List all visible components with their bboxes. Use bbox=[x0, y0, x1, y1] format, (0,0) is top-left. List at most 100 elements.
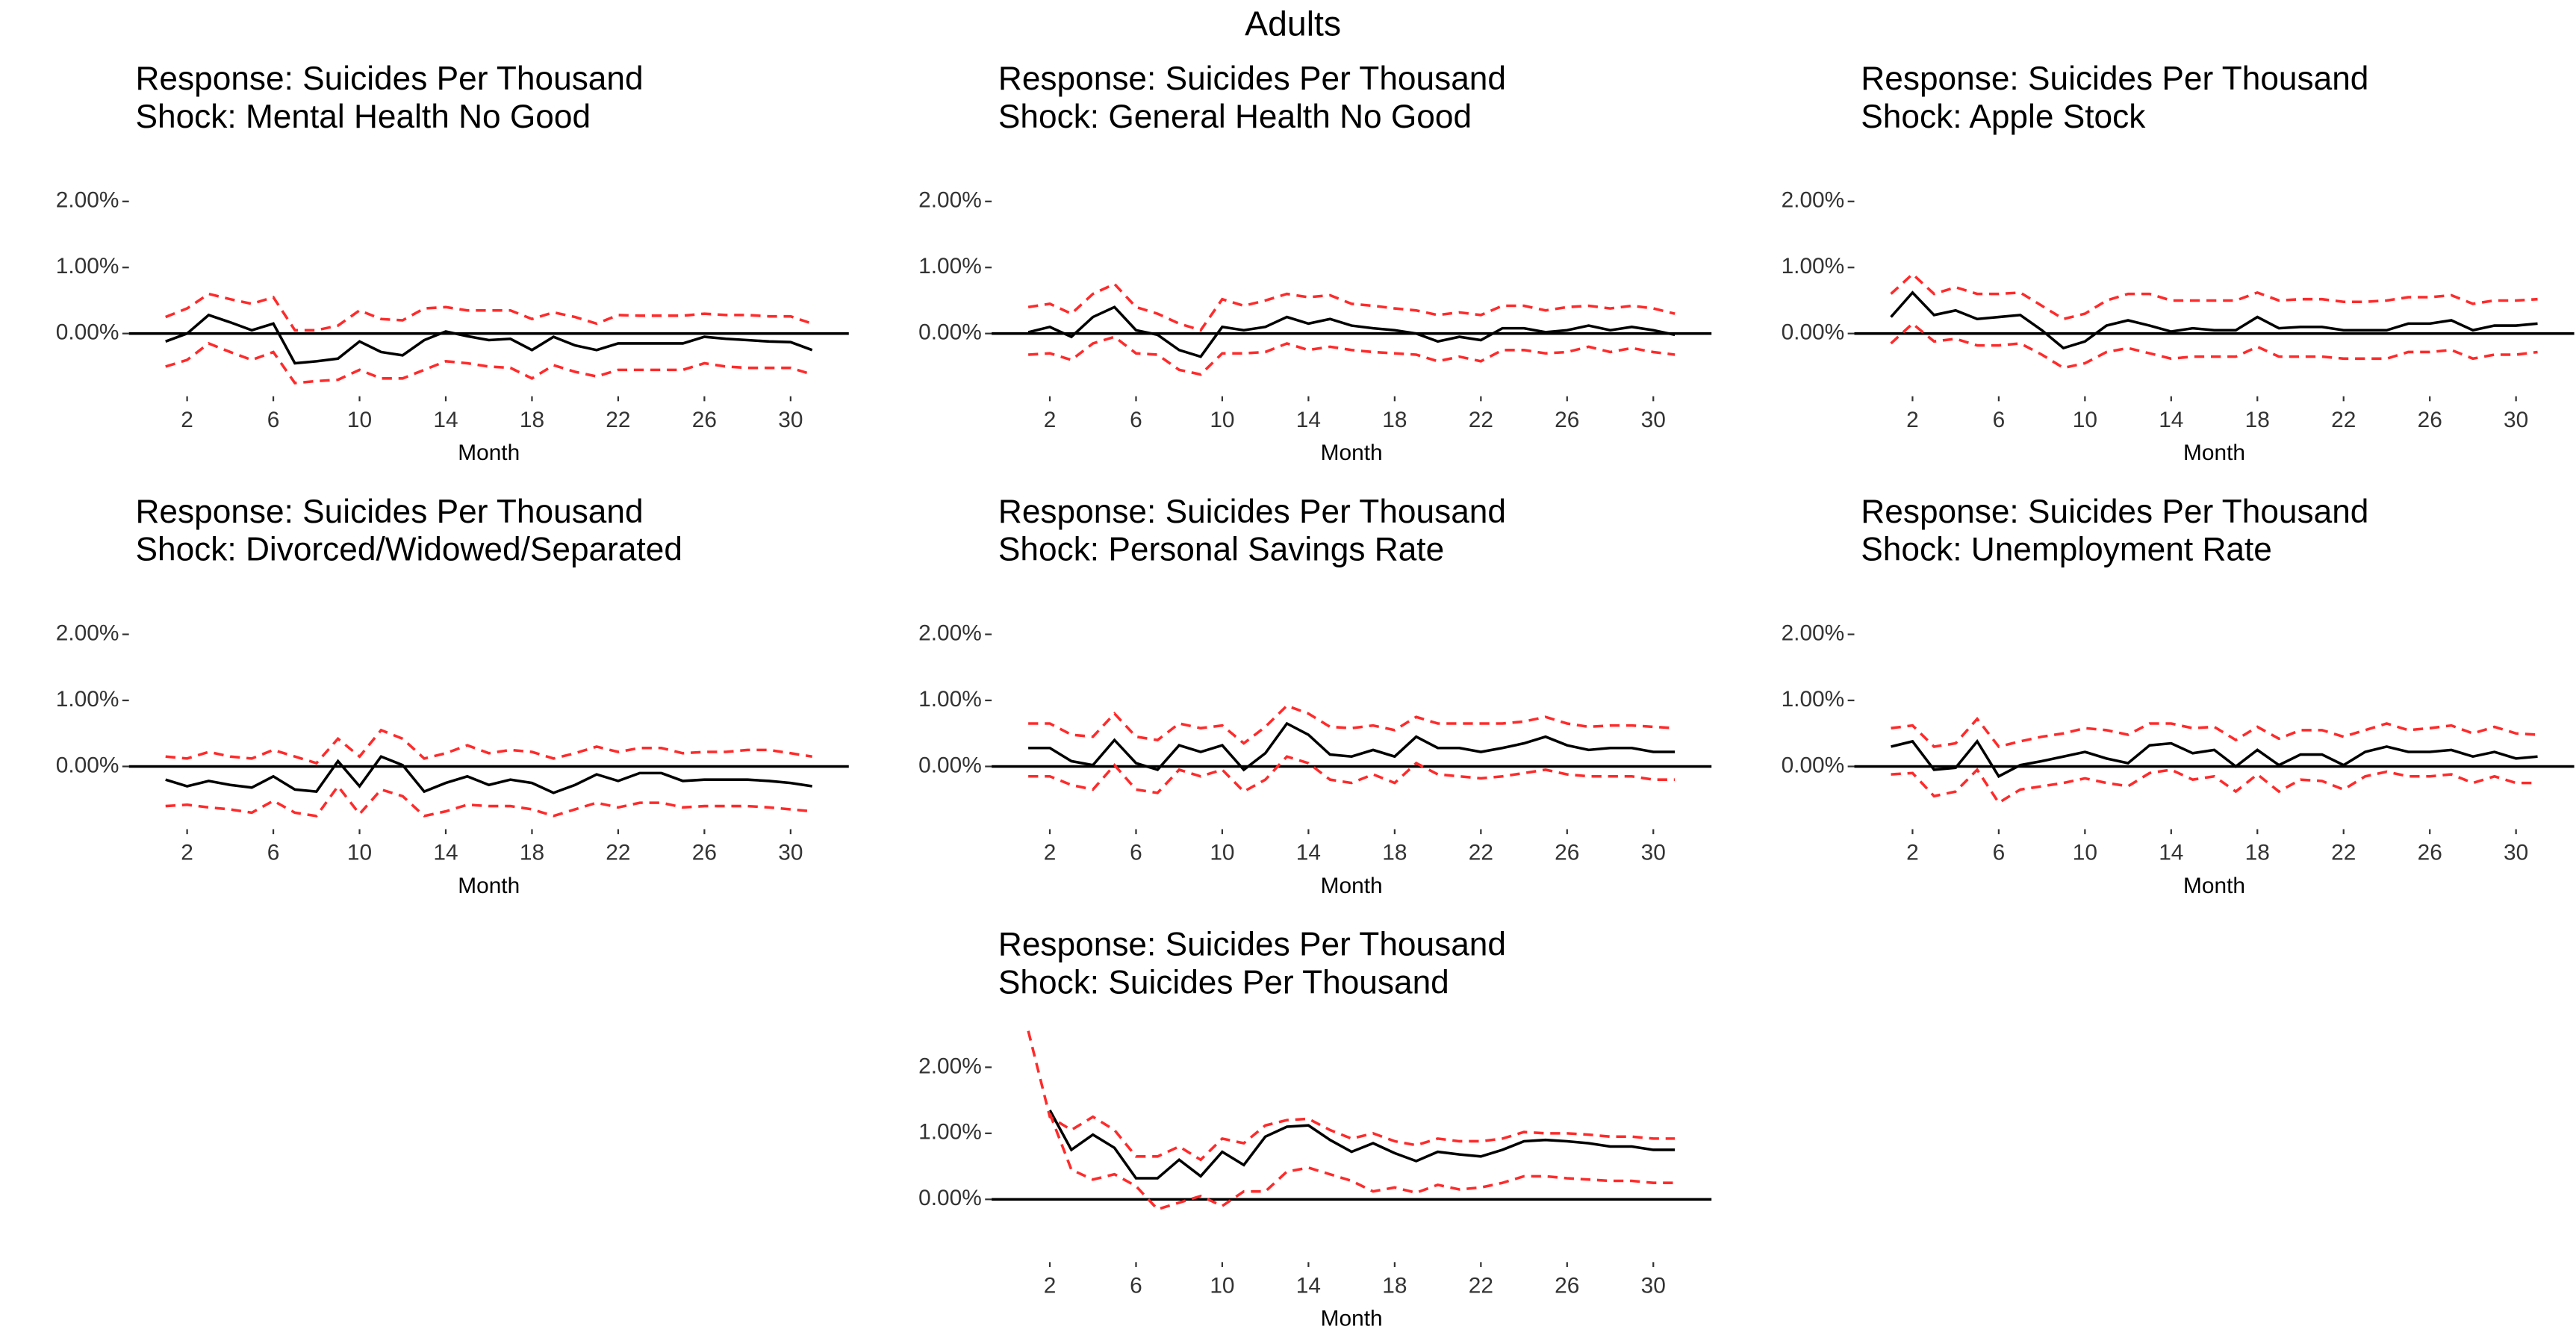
x-tick-label: 10 bbox=[1210, 408, 1234, 432]
x-tick-label: 30 bbox=[778, 408, 803, 432]
y-tick-label: 2.00% bbox=[918, 188, 982, 213]
x-tick-label: 22 bbox=[1469, 408, 1493, 432]
y-tick-label: 0.00% bbox=[56, 320, 119, 345]
y-tick-label: 0.00% bbox=[918, 1186, 982, 1210]
x-tick-label: 22 bbox=[2331, 408, 2356, 432]
panel-title: Response: Suicides Per Thousand bbox=[1861, 60, 2368, 97]
panel-subtitle: Shock: Apple Stock bbox=[1861, 99, 2146, 135]
x-tick-label: 14 bbox=[1296, 1273, 1321, 1298]
y-tick-label: 1.00% bbox=[56, 687, 119, 712]
x-axis-label: Month bbox=[2183, 441, 2245, 465]
x-tick-label: 2 bbox=[181, 841, 193, 865]
series-line bbox=[1028, 335, 1676, 376]
y-tick-label: 2.00% bbox=[56, 620, 119, 645]
x-tick-label: 10 bbox=[1210, 841, 1234, 865]
x-tick-label: 22 bbox=[1469, 841, 1493, 865]
x-tick-label: 10 bbox=[1210, 1273, 1234, 1298]
series-line bbox=[1891, 768, 2538, 805]
x-tick-label: 30 bbox=[2504, 408, 2528, 432]
series-line bbox=[1891, 717, 2538, 748]
x-tick-label: 6 bbox=[1130, 841, 1142, 865]
y-tick-label: 2.00% bbox=[918, 1054, 982, 1078]
y-tick-label: 0.00% bbox=[1782, 320, 1845, 345]
x-tick-label: 14 bbox=[2159, 841, 2183, 865]
y-tick-label: 0.00% bbox=[918, 753, 982, 777]
panel-title: Response: Suicides Per Thousand bbox=[998, 60, 1506, 97]
panel-title: Response: Suicides Per Thousand bbox=[998, 494, 1506, 530]
panel-subtitle: Shock: Personal Savings Rate bbox=[998, 532, 1444, 568]
x-tick-label: 10 bbox=[2073, 408, 2097, 432]
figure-title: Adults bbox=[1245, 4, 1341, 43]
x-tick-label: 18 bbox=[520, 408, 544, 432]
x-tick-label: 6 bbox=[1130, 1273, 1142, 1298]
y-tick-label: 2.00% bbox=[1782, 620, 1845, 645]
x-tick-label: 18 bbox=[1382, 841, 1407, 865]
panel-title: Response: Suicides Per Thousand bbox=[1861, 494, 2368, 530]
series-line bbox=[1027, 1030, 1676, 1162]
x-axis-label: Month bbox=[1321, 441, 1383, 465]
y-tick-label: 1.00% bbox=[1782, 687, 1845, 712]
x-tick-label: 10 bbox=[347, 408, 372, 432]
panel-subtitle: Shock: Suicides Per Thousand bbox=[998, 965, 1449, 1001]
series-line bbox=[1048, 1110, 1676, 1180]
y-tick-label: 2.00% bbox=[56, 188, 119, 213]
x-tick-label: 30 bbox=[2504, 841, 2528, 865]
y-tick-label: 0.00% bbox=[56, 753, 119, 777]
x-tick-label: 30 bbox=[1641, 1273, 1666, 1298]
y-tick-label: 0.00% bbox=[1782, 753, 1845, 777]
x-tick-label: 22 bbox=[1469, 1273, 1493, 1298]
x-tick-label: 30 bbox=[1641, 841, 1666, 865]
x-tick-label: 14 bbox=[1296, 841, 1321, 865]
panel-title: Response: Suicides Per Thousand bbox=[998, 927, 1506, 963]
x-tick-label: 6 bbox=[1993, 841, 2006, 865]
series-line bbox=[165, 784, 812, 818]
x-axis-label: Month bbox=[458, 441, 520, 465]
x-tick-label: 10 bbox=[2073, 841, 2097, 865]
series-line bbox=[1048, 1113, 1676, 1211]
y-tick-label: 1.00% bbox=[918, 1120, 982, 1145]
x-tick-label: 26 bbox=[2418, 408, 2442, 432]
series-line bbox=[165, 313, 813, 365]
x-tick-label: 22 bbox=[2331, 841, 2356, 865]
x-tick-label: 26 bbox=[692, 841, 717, 865]
series-line bbox=[165, 292, 813, 332]
x-tick-label: 26 bbox=[2418, 841, 2442, 865]
series-line bbox=[165, 341, 813, 385]
x-tick-label: 22 bbox=[606, 841, 630, 865]
series-line bbox=[165, 728, 812, 765]
x-axis-label: Month bbox=[458, 874, 520, 898]
x-tick-label: 10 bbox=[347, 841, 372, 865]
y-tick-label: 2.00% bbox=[918, 620, 982, 645]
x-tick-label: 22 bbox=[606, 408, 630, 432]
y-tick-label: 1.00% bbox=[918, 254, 982, 279]
series-line bbox=[165, 755, 812, 794]
panel-subtitle: Shock: General Health No Good bbox=[998, 99, 1472, 135]
x-tick-label: 2 bbox=[1906, 841, 1919, 865]
x-tick-label: 18 bbox=[2245, 408, 2270, 432]
x-tick-label: 14 bbox=[433, 408, 458, 432]
y-tick-label: 0.00% bbox=[918, 320, 982, 345]
series-line bbox=[1028, 755, 1676, 794]
x-tick-label: 18 bbox=[2245, 841, 2270, 865]
series-line bbox=[1890, 322, 2538, 370]
y-tick-label: 1.00% bbox=[918, 687, 982, 712]
series-line bbox=[1890, 272, 2538, 321]
x-tick-label: 18 bbox=[1382, 1273, 1407, 1298]
series-line bbox=[1028, 704, 1676, 745]
x-tick-label: 6 bbox=[1993, 408, 2006, 432]
x-axis-label: Month bbox=[1321, 1307, 1383, 1331]
y-tick-label: 1.00% bbox=[56, 254, 119, 279]
x-tick-label: 6 bbox=[1130, 408, 1142, 432]
series-line bbox=[1891, 738, 2538, 779]
x-tick-label: 6 bbox=[267, 408, 280, 432]
x-tick-label: 14 bbox=[433, 841, 458, 865]
x-axis-label: Month bbox=[1321, 874, 1383, 898]
x-tick-label: 30 bbox=[1641, 408, 1666, 432]
panel-subtitle: Shock: Mental Health No Good bbox=[136, 99, 591, 135]
panel-title: Response: Suicides Per Thousand bbox=[136, 494, 644, 530]
x-tick-label: 26 bbox=[1555, 841, 1579, 865]
x-tick-label: 18 bbox=[520, 841, 544, 865]
series-line bbox=[1027, 282, 1676, 332]
